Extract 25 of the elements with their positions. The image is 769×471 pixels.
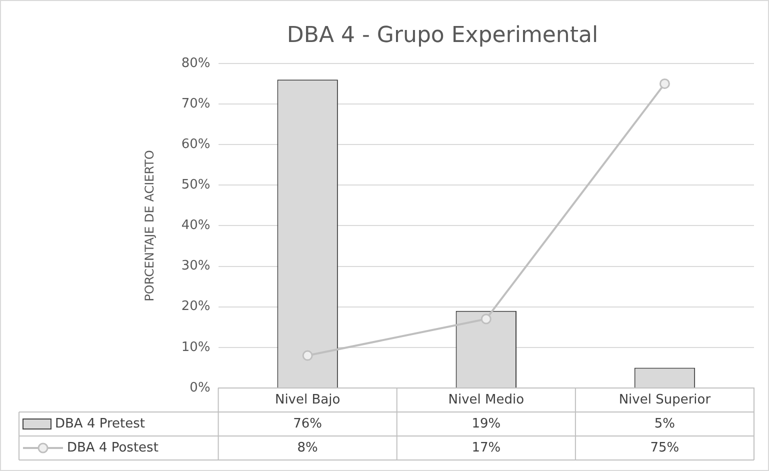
x-tick-label: Nivel Bajo: [274, 392, 340, 408]
data-label: 5%: [654, 416, 676, 432]
y-axis-title: PORCENTAJE DE ACIERTO: [142, 150, 156, 302]
point: [480, 314, 492, 324]
chart-title: DBA 4 - Grupo Experimental: [286, 22, 598, 48]
data-label: 19%: [472, 416, 501, 432]
y-tick-label: 40%: [181, 218, 210, 234]
data-label: 17%: [472, 440, 501, 456]
y-tick-label: 20%: [181, 299, 210, 314]
x-tick-label: Nivel Superior: [618, 392, 712, 408]
legend-label: DBA 4 Postest: [67, 440, 158, 456]
y-tick-label: 50%: [181, 178, 210, 192]
point: [659, 78, 670, 89]
x-tick-label: Nivel Medio: [448, 392, 524, 408]
y-tick-label: 30%: [181, 258, 210, 274]
point: [302, 350, 313, 361]
y-tick-label: 0%: [190, 380, 210, 396]
y-tick-label: 80%: [181, 56, 210, 71]
data-label: 76%: [293, 416, 322, 432]
data-label: 8%: [297, 440, 318, 456]
legend-label: DBA 4 Pretest: [55, 416, 145, 432]
y-tick-label: 60%: [181, 136, 210, 152]
data-label: 75%: [650, 440, 680, 456]
y-tick-label: 10%: [181, 340, 210, 355]
y-tick-label: 70%: [181, 96, 210, 112]
